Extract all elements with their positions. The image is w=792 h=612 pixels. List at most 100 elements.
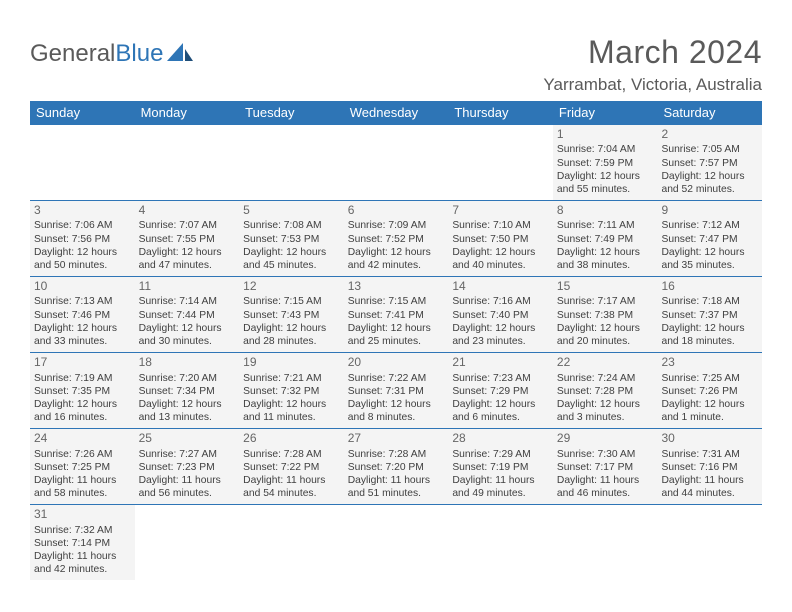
daylight-text: and 33 minutes. <box>34 335 131 348</box>
sunrise-text: Sunrise: 7:29 AM <box>452 448 549 461</box>
daylight-text: and 51 minutes. <box>348 487 445 500</box>
daylight-text: Daylight: 12 hours <box>452 246 549 259</box>
daylight-text: and 44 minutes. <box>661 487 758 500</box>
sunrise-text: Sunrise: 7:24 AM <box>557 372 654 385</box>
sunrise-text: Sunrise: 7:31 AM <box>661 448 758 461</box>
calendar-day: 20Sunrise: 7:22 AMSunset: 7:31 PMDayligh… <box>344 353 449 428</box>
calendar-day: 12Sunrise: 7:15 AMSunset: 7:43 PMDayligh… <box>239 277 344 352</box>
daylight-text: and 50 minutes. <box>34 259 131 272</box>
sunset-text: Sunset: 7:52 PM <box>348 233 445 246</box>
calendar-week: 31Sunrise: 7:32 AMSunset: 7:14 PMDayligh… <box>30 505 762 580</box>
daylight-text: Daylight: 12 hours <box>139 246 236 259</box>
day-number: 31 <box>34 507 131 522</box>
daylight-text: Daylight: 12 hours <box>243 322 340 335</box>
daylight-text: Daylight: 12 hours <box>34 398 131 411</box>
daylight-text: Daylight: 11 hours <box>452 474 549 487</box>
page-header: GeneralBlue March 2024 Yarrambat, Victor… <box>30 34 762 95</box>
sunset-text: Sunset: 7:44 PM <box>139 309 236 322</box>
day-number: 28 <box>452 431 549 446</box>
day-number: 22 <box>557 355 654 370</box>
sunset-text: Sunset: 7:20 PM <box>348 461 445 474</box>
daylight-text: and 40 minutes. <box>452 259 549 272</box>
sunset-text: Sunset: 7:55 PM <box>139 233 236 246</box>
sunrise-text: Sunrise: 7:18 AM <box>661 295 758 308</box>
sunset-text: Sunset: 7:38 PM <box>557 309 654 322</box>
daylight-text: Daylight: 12 hours <box>557 170 654 183</box>
day-number: 25 <box>139 431 236 446</box>
calendar-day: 1Sunrise: 7:04 AMSunset: 7:59 PMDaylight… <box>553 125 658 200</box>
calendar-day: 6Sunrise: 7:09 AMSunset: 7:52 PMDaylight… <box>344 201 449 276</box>
daylight-text: and 28 minutes. <box>243 335 340 348</box>
calendar-page: GeneralBlue March 2024 Yarrambat, Victor… <box>0 0 792 580</box>
calendar-day: 8Sunrise: 7:11 AMSunset: 7:49 PMDaylight… <box>553 201 658 276</box>
calendar-day: 27Sunrise: 7:28 AMSunset: 7:20 PMDayligh… <box>344 429 449 504</box>
sunset-text: Sunset: 7:14 PM <box>34 537 131 550</box>
daylight-text: and 18 minutes. <box>661 335 758 348</box>
sunrise-text: Sunrise: 7:16 AM <box>452 295 549 308</box>
sunrise-text: Sunrise: 7:17 AM <box>557 295 654 308</box>
sunrise-text: Sunrise: 7:07 AM <box>139 219 236 232</box>
daylight-text: and 47 minutes. <box>139 259 236 272</box>
daylight-text: Daylight: 12 hours <box>243 398 340 411</box>
location-subtitle: Yarrambat, Victoria, Australia <box>543 75 762 95</box>
daylight-text: Daylight: 12 hours <box>348 322 445 335</box>
sunset-text: Sunset: 7:43 PM <box>243 309 340 322</box>
sunset-text: Sunset: 7:29 PM <box>452 385 549 398</box>
daylight-text: Daylight: 12 hours <box>34 246 131 259</box>
daylight-text: Daylight: 12 hours <box>34 322 131 335</box>
logo-text-1: General <box>30 40 115 68</box>
calendar-day: 9Sunrise: 7:12 AMSunset: 7:47 PMDaylight… <box>657 201 762 276</box>
weekday-header: Wednesday <box>344 101 449 125</box>
sunrise-text: Sunrise: 7:27 AM <box>139 448 236 461</box>
weekday-header: Thursday <box>448 101 553 125</box>
calendar-week: 1Sunrise: 7:04 AMSunset: 7:59 PMDaylight… <box>30 125 762 201</box>
sunset-text: Sunset: 7:46 PM <box>34 309 131 322</box>
sunrise-text: Sunrise: 7:28 AM <box>348 448 445 461</box>
day-number: 20 <box>348 355 445 370</box>
sunrise-text: Sunrise: 7:30 AM <box>557 448 654 461</box>
calendar-day-empty <box>553 505 658 580</box>
daylight-text: Daylight: 12 hours <box>348 246 445 259</box>
sunrise-text: Sunrise: 7:06 AM <box>34 219 131 232</box>
sunset-text: Sunset: 7:23 PM <box>139 461 236 474</box>
day-number: 3 <box>34 203 131 218</box>
daylight-text: Daylight: 12 hours <box>557 246 654 259</box>
day-number: 9 <box>661 203 758 218</box>
calendar-day: 2Sunrise: 7:05 AMSunset: 7:57 PMDaylight… <box>657 125 762 200</box>
calendar-day: 30Sunrise: 7:31 AMSunset: 7:16 PMDayligh… <box>657 429 762 504</box>
day-number: 27 <box>348 431 445 446</box>
sunset-text: Sunset: 7:19 PM <box>452 461 549 474</box>
daylight-text: Daylight: 11 hours <box>34 550 131 563</box>
daylight-text: Daylight: 12 hours <box>139 322 236 335</box>
sunrise-text: Sunrise: 7:09 AM <box>348 219 445 232</box>
daylight-text: and 20 minutes. <box>557 335 654 348</box>
sunrise-text: Sunrise: 7:19 AM <box>34 372 131 385</box>
day-number: 8 <box>557 203 654 218</box>
sunrise-text: Sunrise: 7:23 AM <box>452 372 549 385</box>
sunset-text: Sunset: 7:22 PM <box>243 461 340 474</box>
calendar-day-empty <box>239 125 344 200</box>
day-number: 23 <box>661 355 758 370</box>
calendar-day-empty <box>448 125 553 200</box>
daylight-text: Daylight: 12 hours <box>139 398 236 411</box>
calendar-day: 11Sunrise: 7:14 AMSunset: 7:44 PMDayligh… <box>135 277 240 352</box>
calendar-day-empty <box>30 125 135 200</box>
sunrise-text: Sunrise: 7:21 AM <box>243 372 340 385</box>
daylight-text: and 49 minutes. <box>452 487 549 500</box>
sunset-text: Sunset: 7:47 PM <box>661 233 758 246</box>
day-number: 1 <box>557 127 654 142</box>
daylight-text: and 13 minutes. <box>139 411 236 424</box>
daylight-text: Daylight: 12 hours <box>452 322 549 335</box>
sunrise-text: Sunrise: 7:10 AM <box>452 219 549 232</box>
daylight-text: and 3 minutes. <box>557 411 654 424</box>
calendar-day: 29Sunrise: 7:30 AMSunset: 7:17 PMDayligh… <box>553 429 658 504</box>
day-number: 19 <box>243 355 340 370</box>
weekday-header: Sunday <box>30 101 135 125</box>
day-number: 10 <box>34 279 131 294</box>
day-number: 16 <box>661 279 758 294</box>
daylight-text: and 35 minutes. <box>661 259 758 272</box>
day-number: 2 <box>661 127 758 142</box>
day-number: 4 <box>139 203 236 218</box>
sunset-text: Sunset: 7:32 PM <box>243 385 340 398</box>
sunset-text: Sunset: 7:53 PM <box>243 233 340 246</box>
